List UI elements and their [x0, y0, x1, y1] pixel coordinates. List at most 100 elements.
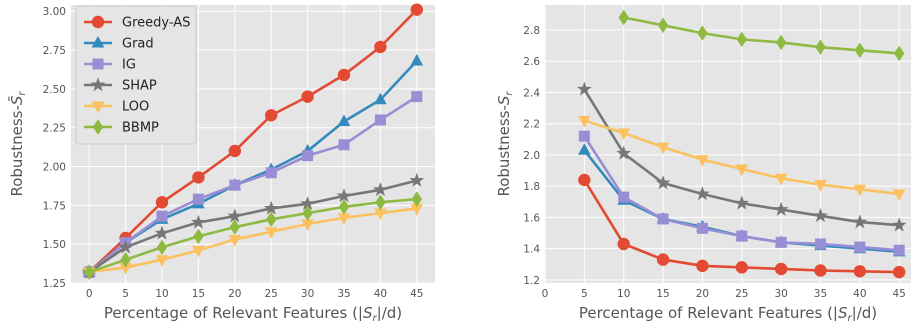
y-tick-label: 2.00 — [43, 162, 66, 174]
data-point — [300, 196, 315, 211]
series-line — [88, 95, 418, 274]
data-point — [227, 208, 243, 223]
data-point — [892, 189, 906, 201]
data-point — [617, 237, 630, 251]
data-point — [774, 173, 788, 186]
legend-marker — [92, 58, 104, 70]
data-point — [618, 9, 629, 26]
y-tick-label: 2.75 — [43, 45, 66, 57]
data-point — [775, 34, 787, 51]
y-tick-label: 1.75 — [43, 200, 66, 212]
data-point — [118, 239, 133, 254]
data-point — [374, 92, 387, 105]
series-line — [89, 207, 417, 274]
data-point — [374, 208, 387, 221]
data-point — [265, 211, 277, 228]
x-tick-label: 5 — [581, 288, 588, 300]
legend-entry: Grad — [84, 36, 154, 52]
x-tick-label: 10 — [155, 288, 168, 300]
data-point — [338, 139, 350, 151]
legend-label: BBMP — [122, 121, 159, 136]
series-shap — [81, 172, 425, 279]
data-point — [854, 241, 866, 253]
chart-robustness: 0 5 10 15 20 25 30 35 40 45 1.2 1.4 1.6 1.8 2.0 2.2 2.4 2… — [495, 5, 911, 321]
data-point — [337, 68, 351, 82]
data-point — [120, 252, 131, 268]
data-point — [263, 200, 279, 215]
data-point — [891, 217, 907, 232]
y-tick-label: 2.50 — [43, 84, 66, 96]
data-point — [616, 145, 632, 160]
series-shap — [577, 81, 907, 232]
y-axis-label: Robustness-Sr — [495, 91, 515, 197]
data-point — [735, 261, 748, 274]
data-point — [375, 194, 386, 210]
data-point — [854, 42, 866, 58]
x-tick-label: 5 — [122, 288, 129, 300]
series-greedy-as — [578, 173, 906, 279]
data-point — [411, 191, 423, 207]
data-point — [265, 109, 278, 122]
data-point — [302, 205, 313, 221]
series-layer — [577, 9, 907, 279]
y-tick-label: 2.0 — [523, 150, 540, 162]
x-tick-label: 30 — [301, 288, 314, 300]
tick-labels: 0 5 10 15 20 25 30 35 40 45 1.25 1.50 1.75 2.00 2.25 2.… — [43, 6, 424, 300]
legend-label: Greedy-AS — [122, 16, 190, 31]
series-line — [88, 8, 418, 274]
data-point — [852, 214, 868, 229]
data-point — [229, 179, 241, 191]
legend-label: SHAP — [122, 79, 157, 94]
y-tick-label: 1.25 — [43, 278, 66, 290]
data-point — [892, 265, 906, 279]
data-point — [736, 31, 748, 48]
data-point — [154, 225, 170, 240]
tick-labels: 0 5 10 15 20 25 30 35 40 45 1.2 1.4 1.6 1.8 2.0 2.2 2.4 2… — [523, 25, 906, 300]
legend-label: IG — [122, 58, 136, 73]
data-point — [814, 264, 827, 277]
data-point — [577, 81, 592, 96]
data-point — [192, 245, 205, 258]
legend-entry: BBMP — [84, 119, 159, 136]
data-point — [192, 193, 204, 205]
data-point — [578, 173, 591, 187]
legend-entry: SHAP — [84, 77, 157, 94]
data-point — [696, 222, 708, 234]
data-point — [229, 219, 241, 235]
legend-marker — [91, 101, 105, 113]
y-tick-label: 1.8 — [523, 181, 540, 193]
data-point — [192, 171, 205, 184]
x-tick-label: 10 — [617, 288, 630, 300]
data-point — [734, 195, 750, 210]
data-point — [191, 214, 206, 229]
data-point — [302, 150, 314, 162]
data-point — [228, 234, 242, 247]
x-tick-label: 45 — [893, 288, 906, 300]
legend-entry: IG — [84, 58, 136, 73]
legend-entry: LOO — [84, 100, 149, 115]
data-point — [893, 244, 905, 256]
legend-marker — [92, 119, 104, 135]
series-line — [88, 179, 418, 274]
data-point — [578, 116, 591, 128]
y-tick-label: 2.4 — [523, 87, 540, 99]
data-point — [813, 208, 828, 223]
x-tick-label: 15 — [192, 288, 205, 300]
series-ig — [578, 130, 905, 256]
x-tick-label: 15 — [656, 288, 669, 300]
series-line — [88, 197, 417, 274]
x-tick-label: 35 — [337, 288, 350, 300]
data-point — [657, 213, 669, 225]
x-tick-label: 40 — [374, 288, 387, 300]
y-axis-label: Robustness-S̄r — [7, 91, 28, 197]
data-point — [155, 196, 169, 209]
y-tick-label: 2.25 — [43, 123, 66, 135]
data-point — [336, 188, 352, 203]
data-point — [337, 114, 351, 127]
series-loo — [578, 116, 906, 201]
data-point — [775, 236, 787, 248]
x-tick-label: 20 — [696, 288, 709, 300]
data-point — [617, 128, 631, 141]
data-point — [337, 213, 351, 225]
legend-marker — [91, 15, 105, 29]
